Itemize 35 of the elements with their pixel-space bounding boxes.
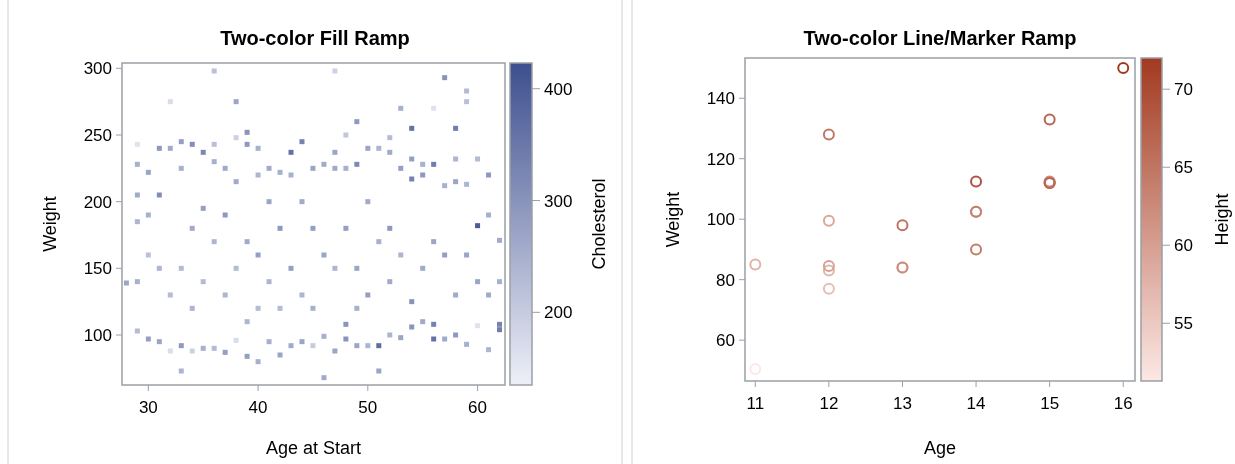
y-tick-label: 150 — [83, 259, 112, 279]
x-tick-label: 16 — [1113, 394, 1133, 413]
x-tick-label: 40 — [248, 398, 268, 417]
y-tick-label: 100 — [83, 326, 112, 345]
y-tick-label: 140 — [706, 89, 735, 109]
x-tick-label: 15 — [1040, 394, 1060, 413]
x-tick-label: 60 — [468, 398, 488, 417]
x-axis-title: Age — [923, 438, 957, 458]
y-tick-label: 120 — [706, 149, 735, 169]
x-tick-label: 11 — [746, 394, 765, 413]
color-bar-label: 70 — [1174, 80, 1193, 100]
y-tick-label: 250 — [83, 126, 112, 145]
color-bar-title: Height — [1212, 193, 1232, 246]
color-bar-title: Cholesterol — [589, 178, 609, 270]
color-bar-label: 300 — [544, 191, 573, 211]
color-bar-label: 60 — [1174, 236, 1193, 256]
y-tick-label: 300 — [83, 59, 112, 79]
color-bar-label: 65 — [1174, 158, 1193, 178]
y-axis-title: Weight — [40, 196, 60, 252]
y-tick-label: 200 — [83, 192, 112, 212]
y-axis-title: Weight — [663, 191, 683, 248]
color-bar-label: 200 — [544, 303, 573, 323]
x-axis-title: Age at Start — [265, 438, 362, 458]
x-tick-label: 50 — [358, 398, 378, 417]
chart-title: Two-color Fill Ramp — [220, 27, 410, 49]
chart-title: Two-color Line/Marker Ramp — [803, 27, 1077, 49]
y-tick-label: 80 — [716, 270, 735, 290]
x-tick-label: 12 — [819, 394, 839, 413]
x-tick-label: 30 — [138, 398, 158, 417]
y-tick-label: 100 — [706, 210, 735, 230]
color-bar-label: 400 — [544, 79, 573, 99]
color-bar-label: 55 — [1174, 314, 1193, 334]
x-tick-label: 14 — [966, 394, 986, 413]
y-tick-label: 60 — [716, 331, 735, 351]
x-tick-label: 13 — [893, 394, 912, 413]
